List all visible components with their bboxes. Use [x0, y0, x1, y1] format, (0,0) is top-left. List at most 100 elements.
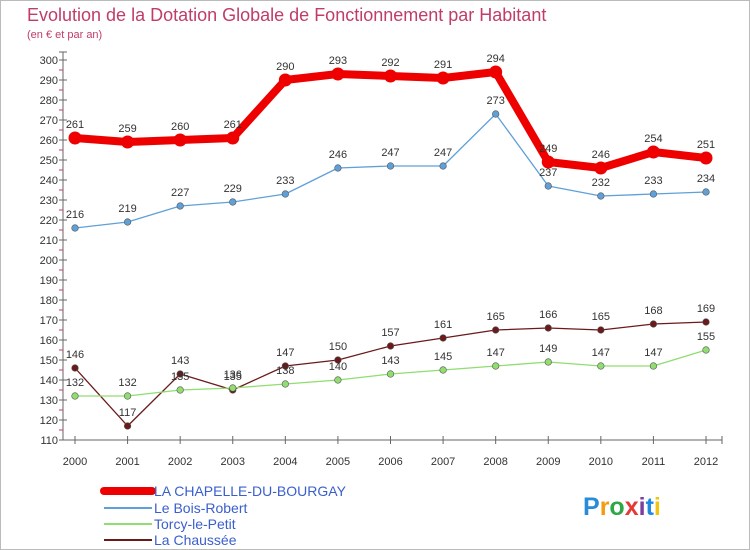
data-label: 145 — [434, 351, 452, 363]
y-tick-label: 230 — [40, 195, 58, 207]
data-label: 155 — [697, 331, 715, 343]
data-point — [123, 422, 132, 430]
data-point — [544, 358, 552, 366]
data-point — [699, 151, 713, 165]
legend-label: La Chaussée — [154, 532, 237, 548]
data-label: 149 — [539, 343, 557, 355]
data-label: 146 — [66, 349, 84, 361]
data-point — [386, 162, 395, 170]
data-point — [649, 190, 658, 198]
data-label: 135 — [171, 371, 189, 383]
data-point — [278, 73, 292, 87]
x-tick-label: 2012 — [694, 456, 718, 468]
data-point — [594, 161, 608, 175]
data-label: 290 — [276, 61, 294, 73]
y-tick-label: 120 — [40, 415, 58, 427]
data-point — [334, 376, 342, 384]
data-point — [702, 318, 710, 326]
x-tick-label: 2002 — [168, 456, 192, 468]
brand-letter: i — [654, 493, 661, 521]
data-label: 292 — [381, 57, 399, 69]
data-label: 251 — [697, 139, 715, 151]
data-label: 254 — [644, 133, 662, 145]
data-point — [492, 326, 500, 334]
legend-label: Torcy-le-Petit — [154, 516, 236, 532]
y-tick-label: 160 — [40, 335, 58, 347]
data-point — [71, 392, 79, 400]
series-3: 146 117 143 135 147 150 157 161 165 166 165 168 169 — [66, 303, 715, 430]
data-label: 165 — [486, 311, 504, 323]
y-tick-label: 150 — [40, 355, 58, 367]
brand-letter: r — [600, 493, 610, 521]
data-point — [123, 218, 132, 226]
y-tick-label: 300 — [40, 55, 58, 67]
data-point — [386, 342, 395, 350]
data-point — [334, 356, 342, 364]
data-label: 166 — [539, 309, 557, 321]
brand-letter: o — [609, 493, 624, 521]
x-tick-label: 2006 — [378, 456, 402, 468]
data-point — [492, 110, 500, 118]
y-tick-label: 290 — [40, 75, 58, 87]
data-label: 233 — [644, 175, 662, 187]
data-label: 143 — [171, 355, 189, 367]
data-label: 132 — [118, 377, 136, 389]
data-label: 259 — [118, 123, 136, 135]
brand-letter: i — [639, 493, 646, 521]
data-label: 216 — [66, 209, 84, 221]
data-point — [702, 346, 710, 354]
x-tick-label: 2003 — [221, 456, 245, 468]
data-label: 261 — [224, 119, 242, 131]
x-tick-label: 2001 — [115, 456, 139, 468]
data-label: 247 — [434, 147, 452, 159]
data-label: 260 — [171, 121, 189, 133]
data-point — [544, 182, 552, 190]
x-tick-label: 2008 — [483, 456, 507, 468]
data-point — [334, 164, 342, 172]
data-label: 246 — [329, 149, 347, 161]
data-point — [702, 188, 710, 196]
x-tick-label: 2000 — [63, 456, 87, 468]
data-point — [492, 362, 500, 370]
brand-letter: t — [646, 493, 655, 521]
axes: 110 120 130 140 150 160 170 180 190 200 210 220 230 2… — [40, 51, 723, 468]
y-tick-label: 260 — [40, 135, 58, 147]
data-point — [281, 190, 289, 198]
y-tick-label: 270 — [40, 115, 58, 127]
x-tick-label: 2010 — [589, 456, 613, 468]
data-point — [597, 192, 605, 200]
data-point — [544, 324, 552, 332]
data-point — [439, 366, 447, 374]
data-label: 147 — [644, 347, 662, 359]
data-label: 140 — [329, 361, 347, 373]
y-tick-label: 210 — [40, 235, 58, 247]
data-label: 117 — [119, 407, 137, 419]
brand-letter: x — [625, 493, 639, 521]
data-label: 169 — [697, 303, 715, 315]
data-point — [649, 362, 658, 370]
data-label: 261 — [66, 119, 84, 131]
x-tick-label: 2004 — [273, 456, 297, 468]
data-label: 234 — [697, 173, 715, 185]
series-1: 216 219 227 229 233 246 247 247 273 237 232 233 234 — [66, 95, 715, 232]
data-label: 132 — [66, 377, 84, 389]
x-tick-label: 2011 — [642, 456, 666, 468]
y-tick-label: 250 — [40, 155, 58, 167]
data-point — [649, 320, 658, 328]
brand-letter: P — [583, 493, 600, 521]
data-point — [71, 364, 79, 372]
data-point — [176, 370, 184, 378]
data-point — [229, 384, 237, 392]
legend-label: Le Bois-Robert — [154, 500, 247, 516]
data-label: 150 — [329, 341, 347, 353]
y-tick-label: 170 — [40, 315, 58, 327]
data-label: 294 — [486, 53, 504, 65]
data-label: 233 — [276, 175, 294, 187]
data-point — [226, 131, 240, 145]
data-label: 227 — [171, 187, 189, 199]
y-tick-label: 110 — [40, 435, 58, 447]
y-tick-label: 190 — [40, 275, 58, 287]
